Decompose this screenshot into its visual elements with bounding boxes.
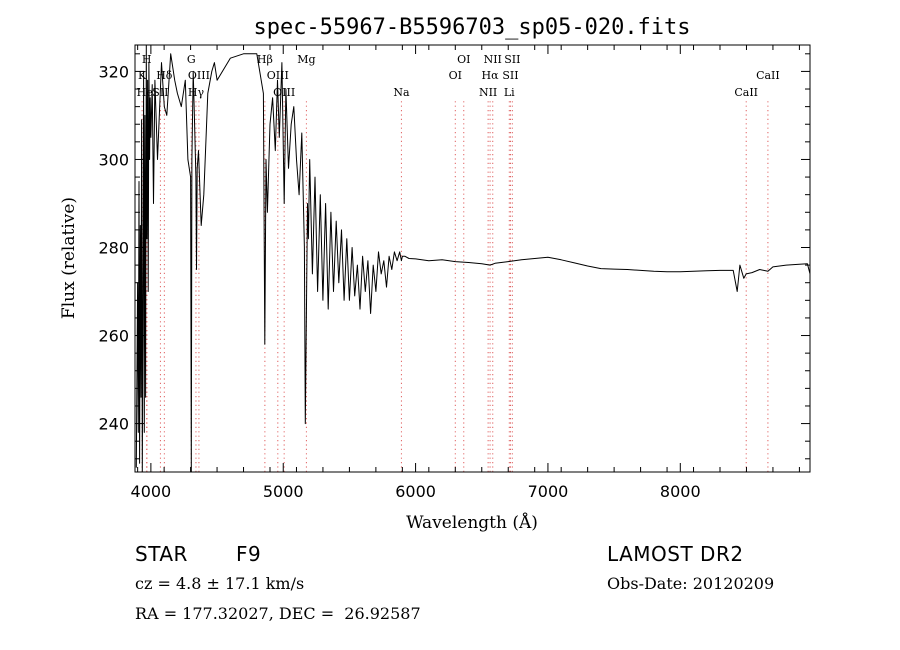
y-tick-label: 280 [98, 238, 129, 257]
chart-title: spec-55967-B5596703_sp05-020.fits [253, 15, 690, 40]
y-tick-label: 240 [98, 415, 129, 434]
spectral-line-label: Li [504, 86, 515, 99]
spectral-line-label: K [138, 69, 147, 82]
spectral-line-label: Hγ [188, 86, 205, 99]
spectral-line-label: Mg [297, 53, 315, 66]
spectrum-series-line [135, 44, 811, 473]
x-tick-label: 4000 [131, 482, 172, 501]
spectral-line-label: SII [504, 53, 520, 66]
spectral-line-label: OI [457, 53, 470, 66]
spectral-line-label: NII [479, 86, 497, 99]
spectral-line-label: CaII [756, 69, 780, 82]
survey-name: LAMOST DR2 [607, 542, 744, 566]
spectral-line-label: Na [393, 86, 410, 99]
x-tick-label: 8000 [660, 482, 701, 501]
spectral-line-label: OI [449, 69, 462, 82]
x-axis-label: Wavelength (Å) [406, 512, 538, 533]
object-class: STAR [135, 542, 188, 566]
spectral-line-label: OIII [188, 69, 210, 82]
spectral-line-label: NII [484, 53, 502, 66]
spectral-line-label: Hβ [257, 53, 273, 66]
spectral-line-label: CaII [734, 86, 758, 99]
spectral-line-label: OIII [267, 69, 289, 82]
y-tick-label: 300 [98, 150, 129, 169]
y-axis-label: Flux (relative) [59, 197, 79, 319]
spectral-line-label: OIII [273, 86, 295, 99]
x-tick-label: 5000 [263, 482, 304, 501]
coordinates-text: RA = 177.32027, DEC = 26.92587 [135, 604, 421, 623]
y-tick-label: 260 [98, 327, 129, 346]
spectral-line-label: G [187, 53, 196, 66]
obs-date-text: Obs-Date: 20120209 [607, 574, 775, 593]
x-tick-label: 7000 [528, 482, 569, 501]
subclass: F9 [236, 542, 262, 566]
redshift-text: cz = 4.8 ± 17.1 km/s [135, 574, 305, 593]
spectral-line-label: Hα [482, 69, 500, 82]
spectral-line-label: SII [502, 69, 518, 82]
spectral-line-label: Hδ [156, 69, 173, 82]
y-tick-label: 320 [98, 62, 129, 81]
x-tick-label: 6000 [395, 482, 436, 501]
plot-frame [134, 44, 811, 473]
